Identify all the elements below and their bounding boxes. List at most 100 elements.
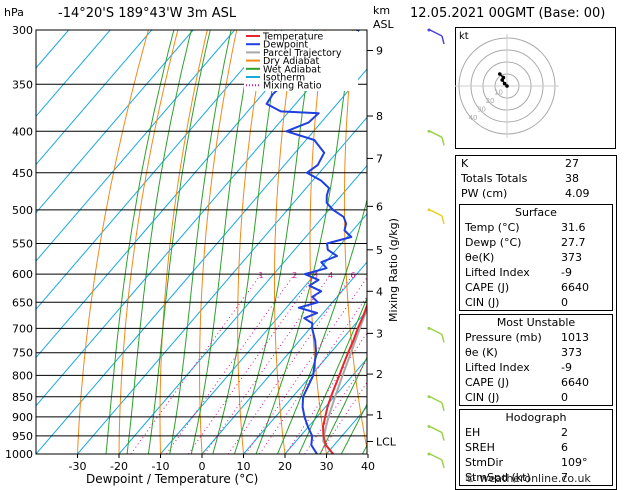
pressure-tick-label: 700 [12, 322, 33, 335]
pressure-tick-label: 350 [12, 78, 33, 91]
isotherm-line [118, 164, 367, 454]
most-unstable-value: 0 [561, 391, 568, 404]
mixing-ratio-line [259, 295, 367, 454]
temperature-tick-label: 30 [320, 460, 334, 473]
surface-label: CIN (J) [465, 296, 500, 309]
isotherm-line [243, 309, 367, 454]
legend-label: Temperature [262, 32, 323, 43]
most-unstable-row: CAPE (J) 6640 [460, 375, 612, 390]
hodograph-stat-row: StmDir 109° [460, 455, 612, 470]
dry-adiabat-line [76, 30, 149, 454]
wind-barb-flag [441, 402, 445, 411]
pressure-tick-label: 550 [12, 237, 33, 250]
most-unstable-row: Pressure (mb) 1013 [460, 330, 612, 345]
height-tick-label: 6 [376, 200, 383, 213]
mixing-ratio-axis-label: Mixing Ratio (g/kg) [387, 218, 400, 322]
isotherm-line [36, 30, 277, 310]
most-unstable-value: 1013 [561, 331, 589, 344]
temperature-tick-label: -10 [152, 460, 170, 473]
temperature-tick-label: -20 [110, 460, 128, 473]
hodograph-stat-label: EH [465, 426, 481, 439]
mixing-ratio-label: 2 [292, 271, 297, 280]
surface-label: CAPE (J) [465, 281, 510, 294]
skew-t-chart: 1 2 3 4 6 8 10 15 20 2530035040045050055060065070… [5, 0, 455, 473]
surface-value: -9 [561, 266, 572, 279]
hodograph-point [498, 72, 502, 76]
surface-value: 27.7 [561, 236, 586, 249]
most-unstable-label: Lifted Index [465, 361, 530, 374]
most-unstable-label: CIN (J) [465, 391, 500, 404]
wet-adiabat-line [340, 402, 367, 454]
mixing-ratio-label: 6 [351, 271, 356, 280]
wet-adiabat-line [361, 444, 367, 454]
temperature-tick-label: 10 [237, 460, 251, 473]
wind-barb-flag [441, 215, 445, 225]
pressure-tick-label: 600 [12, 268, 33, 281]
dry-adiabat-line [159, 30, 208, 454]
wind-barb-dot [427, 452, 431, 456]
wind-barb [427, 395, 445, 411]
mixing-ratio-label: 4 [328, 271, 333, 280]
wind-barb [427, 208, 445, 225]
isotherm-line [36, 30, 236, 262]
index-row: K 27 [456, 156, 616, 171]
hodograph-stat-row: SREH 6 [460, 440, 612, 455]
most-unstable-title: Most Unstable [496, 316, 576, 329]
isotherm-line [201, 261, 367, 454]
height-tick-label: 5 [376, 244, 383, 257]
surface-row: Dewp (°C) 27.7 [460, 235, 612, 250]
most-unstable-label: Pressure (mb) [465, 331, 542, 344]
temperature-tick-label: 20 [278, 460, 292, 473]
most-unstable-label: CAPE (J) [465, 376, 510, 389]
mixing-ratio-label: 8 [367, 271, 372, 280]
height-tick-label: 9 [376, 45, 383, 58]
wind-barb-dot [427, 208, 431, 212]
height-tick-label: 4 [376, 285, 383, 298]
surface-label: Lifted Index [465, 266, 530, 279]
height-unit-asl: ASL [373, 18, 394, 31]
hodograph-point [505, 84, 509, 88]
wind-barb [427, 28, 445, 45]
pressure-unit-label: hPa [4, 6, 24, 19]
mixing-ratio-label: 20 [420, 271, 430, 280]
isotherm-line [160, 213, 367, 454]
surface-value: 6640 [561, 281, 589, 294]
surface-value: 31.6 [561, 221, 586, 234]
hodograph-point [501, 75, 506, 80]
wind-barb-flag [441, 334, 445, 343]
wind-barb-staff [429, 130, 443, 138]
wind-barb-flag [441, 432, 445, 441]
mixing-ratio-label: 15 [402, 271, 412, 280]
hodograph-stat-row: EH 2 [460, 425, 612, 440]
hodograph-ring-label: 20 [486, 97, 495, 105]
temperature-tick-label: 40 [361, 460, 375, 473]
legend-label: Isotherm [263, 73, 305, 84]
series-parcel-trajectory-line [322, 305, 367, 454]
wind-barb-flag [441, 459, 445, 469]
height-tick-label: 1 [376, 409, 383, 422]
legend-label: Mixing Ratio [263, 81, 322, 92]
isotherm-line [36, 30, 360, 407]
surface-value: 0 [561, 296, 568, 309]
dry-adiabat-line [410, 0, 455, 471]
wind-barb-staff [429, 209, 443, 217]
pressure-tick-label: 400 [12, 125, 33, 138]
height-tick-label: 2 [376, 368, 383, 381]
mixing-ratio-line [227, 273, 354, 454]
most-unstable-value: 373 [561, 346, 582, 359]
wind-barb-flag [441, 137, 445, 146]
surface-row: θe(K) 373 [460, 250, 612, 265]
wind-barb-staff [429, 396, 443, 404]
mixing-ratio-line [319, 381, 367, 454]
height-tick-label: LCL [376, 435, 397, 448]
isotherm-line [36, 68, 367, 454]
hodograph-ring-label: 30 [477, 105, 486, 113]
isotherm-line [36, 30, 319, 359]
surface-title: Surface [515, 206, 557, 219]
wet-adiabat-line [319, 356, 367, 454]
pressure-tick-label: 500 [12, 204, 33, 217]
hodograph-stat-label: StmSpd (kt) [465, 471, 531, 484]
pressure-tick-label: 750 [12, 347, 33, 360]
hodograph-stat-value: 7 [561, 471, 568, 484]
